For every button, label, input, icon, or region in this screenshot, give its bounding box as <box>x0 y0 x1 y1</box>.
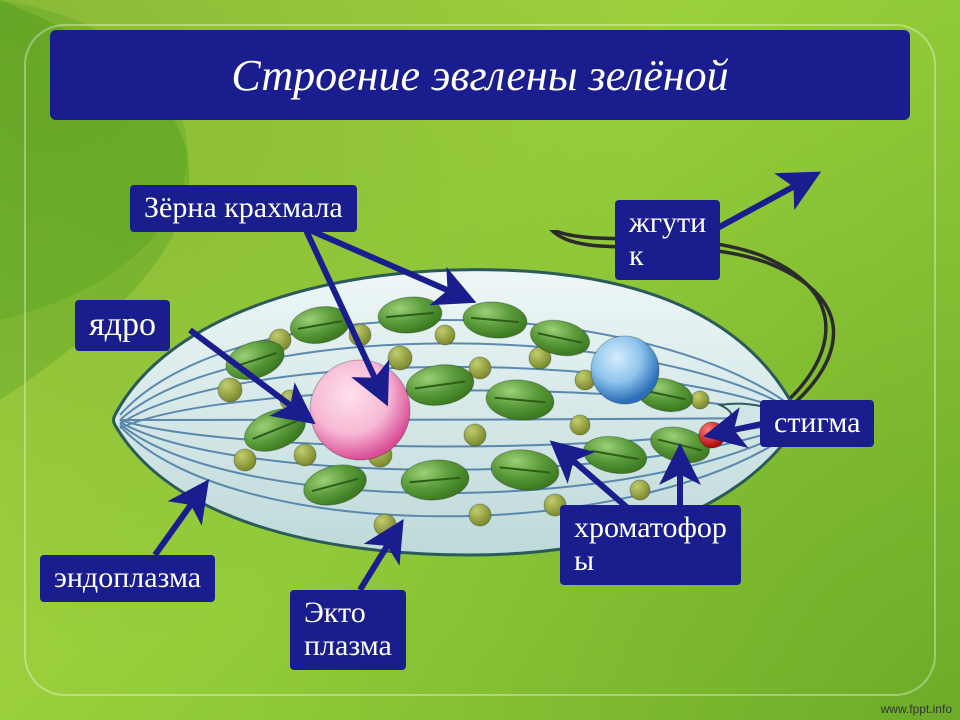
starch-grain <box>469 504 491 526</box>
label-starch: Зёрна крахмала <box>130 185 357 232</box>
starch-grain <box>294 444 316 466</box>
starch-grain <box>464 424 486 446</box>
starch-grain <box>570 415 590 435</box>
page-title: Строение эвглены зелёной <box>50 30 910 120</box>
stigma-eyespot <box>699 422 725 448</box>
watermark: www.fppt.info <box>881 702 952 716</box>
label-flagellum: жгути к <box>615 200 720 280</box>
label-chromatophores: хроматофор ы <box>560 505 741 585</box>
starch-grain <box>234 449 256 471</box>
starch-grain <box>349 324 371 346</box>
contractile-vacuole <box>591 336 659 404</box>
starch-grain <box>435 325 455 345</box>
starch-grain <box>388 346 412 370</box>
starch-grain <box>691 391 709 409</box>
starch-grain <box>218 378 242 402</box>
label-stigma: стигма <box>760 400 874 447</box>
starch-grain <box>280 390 300 410</box>
label-ectoplasm: Экто плазма <box>290 590 406 670</box>
starch-grain <box>630 480 650 500</box>
nucleus <box>310 360 410 460</box>
starch-grain <box>374 514 396 536</box>
arrow-flagellum <box>712 175 815 231</box>
page-root: Строение эвглены зелёной <box>0 0 960 720</box>
label-nucleus: ядро <box>75 300 170 351</box>
label-endoplasm: эндоплазма <box>40 555 215 602</box>
